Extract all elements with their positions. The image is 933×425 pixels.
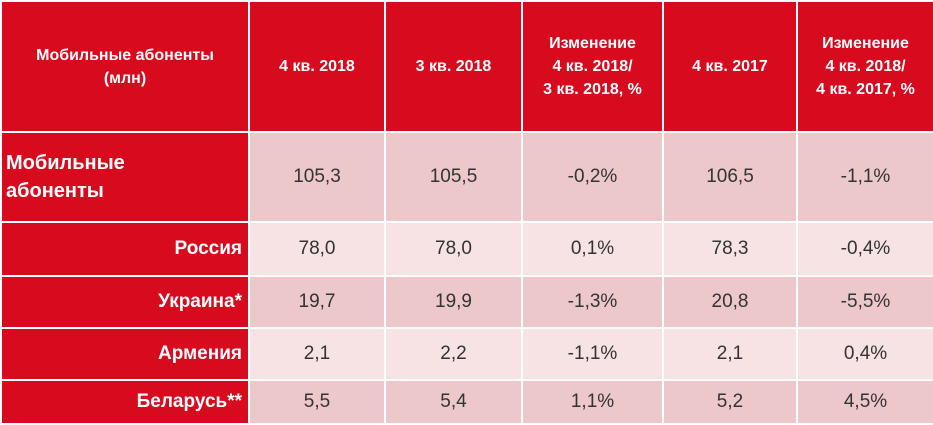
table-cell: 78,3 xyxy=(662,221,798,277)
table-cell: 0,4% xyxy=(796,327,933,381)
header-q4-2018: 4 кв. 2018 xyxy=(248,0,386,133)
header-corner-line: (млн) xyxy=(103,69,147,87)
table-cell: 105,3 xyxy=(248,131,386,223)
table-cell: 1,1% xyxy=(521,379,664,425)
header-line: Изменение xyxy=(822,35,909,52)
header-line: 4 кв. 2018/ xyxy=(552,58,633,75)
table-cell: -1,3% xyxy=(521,275,664,329)
table-cell: -0,4% xyxy=(796,221,933,277)
header-corner-line: Мобильные абоненты xyxy=(36,46,214,64)
table-cell: 2,2 xyxy=(384,327,523,381)
table-cell: 78,0 xyxy=(248,221,386,277)
header-line: 4 кв. 2017 xyxy=(692,58,768,75)
table-cell: -1,1% xyxy=(796,131,933,223)
table-cell: 19,9 xyxy=(384,275,523,329)
row-label-belarus: Беларусь** xyxy=(0,379,250,425)
table-cell: -0,2% xyxy=(521,131,664,223)
table-cell: 5,4 xyxy=(384,379,523,425)
table-cell: 78,0 xyxy=(384,221,523,277)
table-cell: 2,1 xyxy=(662,327,798,381)
header-line: 4 кв. 2017, % xyxy=(816,81,915,98)
header-change-yoy: Изменение 4 кв. 2018/ 4 кв. 2017, % xyxy=(796,0,933,133)
table-cell: -1,1% xyxy=(521,327,664,381)
table-cell: 5,2 xyxy=(662,379,798,425)
table-cell: 2,1 xyxy=(248,327,386,381)
row-label-ukraine: Украина* xyxy=(0,275,250,329)
row-label-line: абоненты xyxy=(6,180,104,202)
row-label-line: Мобильные xyxy=(6,152,125,174)
table-row-armenia: Армения 2,1 2,2 -1,1% 2,1 0,4% xyxy=(0,327,933,381)
header-line: Изменение xyxy=(549,35,636,52)
table-cell: 105,5 xyxy=(384,131,523,223)
table-row-ukraine: Украина* 19,7 19,9 -1,3% 20,8 -5,5% xyxy=(0,275,933,329)
table-cell: 5,5 xyxy=(248,379,386,425)
header-line: 3 кв. 2018, % xyxy=(543,81,642,98)
table-cell: 4,5% xyxy=(796,379,933,425)
table-cell: 19,7 xyxy=(248,275,386,329)
header-row: Мобильные абоненты (млн) 4 кв. 2018 3 кв… xyxy=(0,0,933,133)
table-cell: -5,5% xyxy=(796,275,933,329)
header-line: 3 кв. 2018 xyxy=(415,58,492,75)
header-q4-2017: 4 кв. 2017 xyxy=(662,0,798,133)
header-line: 4 кв. 2018 xyxy=(279,58,355,75)
header-corner: Мобильные абоненты (млн) xyxy=(0,0,250,133)
header-q3-2018: 3 кв. 2018 xyxy=(384,0,523,133)
table-cell: 106,5 xyxy=(662,131,798,223)
table-row-russia: Россия 78,0 78,0 0,1% 78,3 -0,4% xyxy=(0,221,933,277)
row-label-armenia: Армения xyxy=(0,327,250,381)
table-row-belarus: Беларусь** 5,5 5,4 1,1% 5,2 4,5% xyxy=(0,379,933,425)
header-change-qoq: Изменение 4 кв. 2018/ 3 кв. 2018, % xyxy=(521,0,664,133)
table-cell: 20,8 xyxy=(662,275,798,329)
row-label-russia: Россия xyxy=(0,221,250,277)
table-cell: 0,1% xyxy=(521,221,664,277)
header-line: 4 кв. 2018/ xyxy=(825,58,906,75)
row-label-total: Мобильные абоненты xyxy=(0,131,250,223)
table-row-total: Мобильные абоненты 105,3 105,5 -0,2% 106… xyxy=(0,131,933,223)
